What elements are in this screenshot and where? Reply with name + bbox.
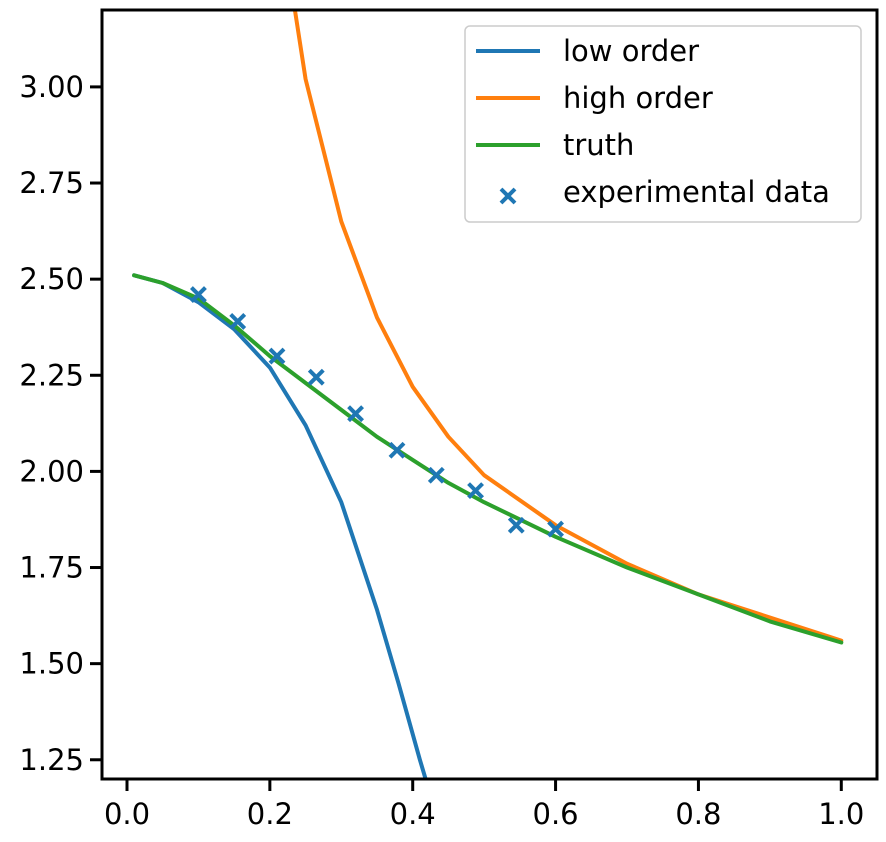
data-point	[388, 441, 406, 459]
legend-label: experimental data	[563, 175, 830, 209]
data-point	[190, 286, 207, 303]
legend-marker	[499, 187, 517, 205]
series-layer	[132, 10, 844, 779]
legend: low order high order truth experimental dat…	[464, 25, 862, 223]
y-tick-label: 3.00	[19, 70, 84, 104]
x-tick-label: 0.8	[675, 797, 721, 831]
axes-layer: 0.0 0.2 0.4 0.6 0.8 1.0 1.25 1.50 1.75 2.00 2.25 2.…	[19, 70, 864, 831]
series-line-truth	[132, 273, 844, 645]
plot-frame	[100, 8, 879, 781]
y-tick-label: 2.25	[19, 358, 84, 392]
y-tick-label: 2.75	[19, 166, 84, 200]
x-tick-label: 1.0	[818, 797, 864, 831]
data-point	[547, 520, 564, 538]
legend-item: truth	[476, 128, 634, 162]
x-tick-label: 0.0	[104, 797, 150, 831]
data-point	[427, 466, 445, 484]
legend-item: experimental data	[499, 175, 830, 209]
legend-label: truth	[563, 128, 634, 162]
y-tick-label: 1.25	[19, 743, 84, 777]
data-point	[467, 482, 484, 500]
legend-label: low order	[563, 34, 699, 68]
data-point	[268, 347, 286, 365]
data-point	[507, 516, 525, 534]
legend-item: high order	[476, 81, 713, 115]
x-tick-label: 0.4	[390, 797, 436, 831]
x-tick-label: 0.6	[533, 797, 579, 831]
legend-box	[464, 25, 862, 223]
y-tick-label: 1.75	[19, 551, 84, 585]
data-point	[229, 313, 247, 330]
legend-item: low order	[476, 34, 699, 68]
y-tick-label: 1.50	[19, 647, 84, 681]
data-point	[347, 405, 364, 423]
data-point	[307, 368, 325, 386]
y-tick-label: 2.00	[19, 454, 84, 488]
legend-label: high order	[563, 81, 713, 115]
x-tick-label: 0.2	[247, 797, 293, 831]
y-tick-label: 2.50	[19, 262, 84, 296]
series-line-low-order	[132, 273, 428, 779]
